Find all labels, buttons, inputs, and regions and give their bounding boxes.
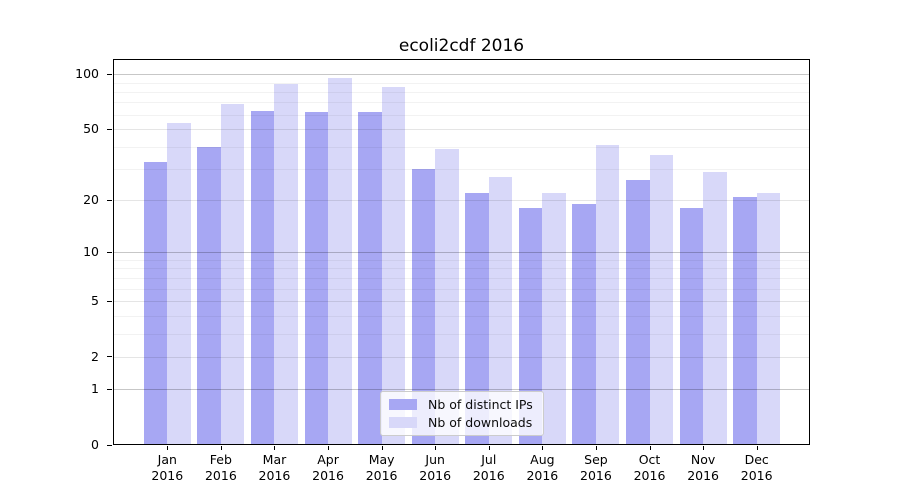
bar-downloads-aug	[542, 193, 566, 445]
y-tick-mark-1	[107, 388, 112, 390]
x-tick-mark-jan	[167, 446, 169, 450]
bar-distinct-ips-jun	[411, 169, 436, 445]
bar-distinct-ips-mar	[250, 110, 275, 445]
bar-distinct-ips-jul	[465, 193, 489, 445]
y-tick-label-20: 20	[83, 192, 99, 208]
bar-downloads-jun	[435, 148, 459, 445]
bar-downloads-mar	[274, 84, 298, 445]
y-tick-mark-2	[107, 356, 112, 358]
x-tick-mark-nov	[703, 446, 705, 450]
x-tick-mark-aug	[542, 446, 544, 450]
x-tick-mark-apr	[328, 446, 330, 450]
x-tick-label-sep: Sep 2016	[580, 452, 612, 483]
bar-downloads-jan	[167, 123, 191, 445]
y-tick-mark-10	[107, 251, 112, 253]
legend: Nb of distinct IPs Nb of downloads	[380, 391, 544, 436]
y-tick-label-50: 50	[83, 121, 99, 137]
bar-distinct-ips-apr	[304, 112, 329, 445]
bar-downloads-nov	[703, 171, 727, 445]
x-tick-mark-jun	[435, 446, 437, 450]
bar-distinct-ips-aug	[518, 208, 543, 445]
x-tick-mark-mar	[274, 446, 276, 450]
y-tick-label-5: 5	[91, 293, 99, 309]
bar-downloads-apr	[328, 78, 352, 445]
x-tick-label-feb: Feb 2016	[204, 452, 237, 483]
bar-downloads-may	[381, 87, 406, 445]
y-tick-label-2: 2	[91, 348, 99, 364]
y-tick-label-100: 100	[75, 66, 99, 82]
y-tick-mark-0	[107, 444, 112, 446]
bar-distinct-ips-sep	[572, 204, 596, 445]
bar-distinct-ips-jan	[143, 161, 168, 445]
x-tick-mark-feb	[220, 446, 222, 450]
bar-distinct-ips-dec	[733, 196, 757, 445]
x-tick-label-apr: Apr 2016	[312, 452, 344, 483]
x-tick-label-aug: Aug 2016	[526, 452, 559, 483]
legend-item-downloads: Nb of downloads	[387, 415, 537, 430]
y-tick-label-1: 1	[91, 381, 99, 397]
y-tick-label-0: 0	[91, 437, 99, 452]
bar-downloads-dec	[756, 193, 781, 445]
x-tick-mark-oct	[649, 446, 651, 450]
legend-swatch-distinct-ips-icon	[389, 399, 417, 410]
x-tick-label-mar: Mar 2016	[258, 452, 291, 483]
x-tick-label-oct: Oct 2016	[633, 452, 666, 483]
bar-distinct-ips-may	[358, 112, 382, 445]
x-tick-label-may: May 2016	[365, 452, 398, 483]
legend-swatch-downloads-icon	[389, 417, 417, 428]
x-tick-mark-jul	[488, 446, 490, 450]
bar-downloads-oct	[649, 154, 674, 445]
x-tick-mark-may	[381, 446, 383, 450]
legend-label-downloads: Nb of downloads	[428, 415, 533, 430]
x-tick-label-nov: Nov 2016	[687, 452, 719, 483]
y-tick-mark-20	[107, 199, 112, 201]
x-tick-mark-dec	[756, 446, 758, 450]
bar-distinct-ips-nov	[679, 208, 704, 445]
x-tick-label-jun: Jun 2016	[419, 452, 452, 483]
y-tick-mark-100	[107, 73, 112, 75]
y-tick-label-10: 10	[83, 244, 99, 260]
y-tick-mark-50	[107, 128, 112, 130]
x-tick-label-jan: Jan 2016	[151, 452, 184, 483]
chart-title: ecoli2cdf 2016	[398, 36, 525, 56]
x-tick-label-dec: Dec 2016	[740, 452, 773, 483]
x-tick-label-jul: Jul 2016	[472, 452, 505, 483]
bar-downloads-feb	[220, 103, 245, 445]
y-tick-mark-5	[107, 300, 112, 302]
legend-item-distinct-ips: Nb of distinct IPs	[387, 397, 537, 412]
bar-downloads-jul	[488, 177, 513, 445]
plot-area: Nb of distinct IPs Nb of downloads	[113, 59, 810, 445]
bar-distinct-ips-oct	[626, 180, 650, 445]
x-tick-mark-sep	[595, 446, 597, 450]
bar-distinct-ips-feb	[197, 146, 221, 445]
bars-layer	[113, 59, 810, 445]
bar-downloads-sep	[595, 144, 620, 445]
legend-label-distinct-ips: Nb of distinct IPs	[428, 397, 533, 412]
